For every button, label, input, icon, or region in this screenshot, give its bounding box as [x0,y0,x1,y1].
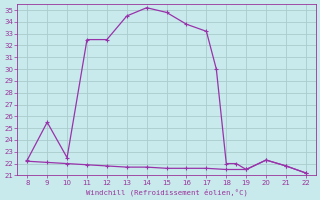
X-axis label: Windchill (Refroidissement éolien,°C): Windchill (Refroidissement éolien,°C) [86,188,248,196]
